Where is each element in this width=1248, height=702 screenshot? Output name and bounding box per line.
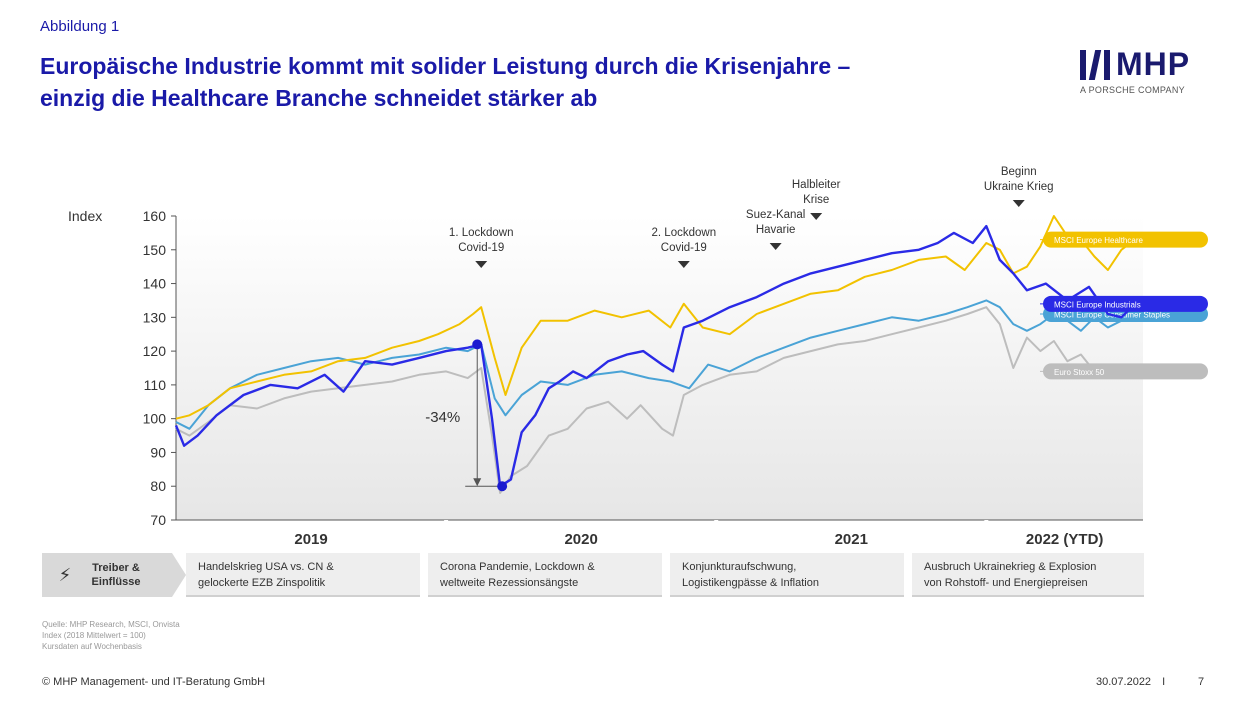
plot-background xyxy=(176,216,1143,520)
driver-line: Ausbruch Ukrainekrieg & Explosion xyxy=(924,561,1097,573)
y-tick-label: 130 xyxy=(143,309,167,325)
drawdown-end-point xyxy=(497,481,508,492)
drawdown-start-point xyxy=(472,339,483,350)
y-tick-label: 70 xyxy=(150,512,166,528)
page-number: 7 xyxy=(1198,676,1205,688)
drawdown-label: -34% xyxy=(425,409,460,426)
page-title: Europäische Industrie kommt mit solider … xyxy=(40,50,940,114)
title-line-2: einzig die Healthcare Branche schneidet … xyxy=(40,85,598,111)
driver-line: gelockerte EZB Zinspolitik xyxy=(198,577,326,589)
driver-line: Handelskrieg USA vs. CN & xyxy=(198,561,334,573)
y-tick-label: 150 xyxy=(143,242,167,258)
event-marker-icon xyxy=(475,261,488,268)
index-line-chart: 70 80 90 100 110 120 130 140 150 160 Index 2019 2020… xyxy=(68,166,1208,550)
y-tick-label: 160 xyxy=(143,208,167,224)
logo-subtitle: A PORSCHE COMPANY xyxy=(1080,85,1185,95)
source-line: Kursdaten auf Wochenbasis xyxy=(42,642,142,651)
legend-pill xyxy=(1043,231,1208,248)
y-tick-label: 120 xyxy=(143,343,167,359)
title-line-1: Europäische Industrie kommt mit solider … xyxy=(40,53,851,79)
event-label: Covid-19 xyxy=(661,242,707,254)
event-marker-icon xyxy=(810,213,823,220)
driver-line: Logistikengpässe & Inflation xyxy=(682,577,819,589)
event-marker-icon xyxy=(677,261,690,268)
event-label: Suez-Kanal xyxy=(746,209,805,221)
lightning-icon: ⚡ xyxy=(58,564,72,585)
event-label: Halbleiter xyxy=(792,179,841,191)
footer-separator: I xyxy=(1162,676,1166,688)
event-label: Ukraine Krieg xyxy=(984,181,1054,193)
logo-name: MHP xyxy=(1116,46,1191,82)
event-label: Krise xyxy=(803,194,829,206)
drivers-row: ⚡ Treiber & Einflüsse Handelskrieg USA v… xyxy=(42,553,1144,601)
mhp-logo-icon xyxy=(1080,49,1110,80)
y-tick-label: 110 xyxy=(144,377,167,393)
driver-2020: Corona Pandemie, Lockdown & weltweite Re… xyxy=(428,553,662,597)
series-line-msci-europe-consumer-staples xyxy=(175,299,1136,430)
event-label: 2. Lockdown xyxy=(652,227,717,239)
legend-pill xyxy=(1043,363,1208,380)
event-label: Beginn xyxy=(1001,166,1037,178)
driver-line: Corona Pandemie, Lockdown & xyxy=(440,561,595,573)
y-axis-label: Index xyxy=(68,208,102,224)
legend-label: MSCI Europe Healthcare xyxy=(1054,236,1143,245)
x-period-label: 2021 xyxy=(835,531,868,548)
event-marker-icon xyxy=(1012,200,1025,207)
event-label: Havarie xyxy=(756,224,796,236)
y-tick-label: 90 xyxy=(150,444,166,460)
event-marker-icon xyxy=(769,243,782,250)
source-line: Index (2018 Mittelwert = 100) xyxy=(42,631,146,640)
y-tick-label: 100 xyxy=(143,411,167,427)
drawdown-arrow-head xyxy=(473,478,482,487)
driver-2022: Ausbruch Ukrainekrieg & Explosion von Ro… xyxy=(912,553,1144,597)
legend-pill xyxy=(1043,295,1208,312)
legend-label: Euro Stoxx 50 xyxy=(1054,368,1105,377)
footer-date: 30.07.2022 I xyxy=(1096,676,1165,688)
event-label: 1. Lockdown xyxy=(449,227,514,239)
x-period-label: 2022 (YTD) xyxy=(1026,531,1104,548)
driver-line: weltweite Rezessionsängste xyxy=(440,577,579,589)
drivers-label-line-2: Einflüsse xyxy=(91,576,141,588)
x-period-label: 2019 xyxy=(294,531,327,548)
date-text: 30.07.2022 xyxy=(1096,676,1152,688)
driver-line: von Rohstoff- und Energiepreisen xyxy=(924,577,1088,589)
y-tick-label: 80 xyxy=(150,478,166,494)
series-line-msci-europe-healthcare xyxy=(175,215,1136,420)
source-line: Quelle: MHP Research, MSCI, Onvista xyxy=(42,620,180,629)
drivers-header: ⚡ Treiber & Einflüsse xyxy=(42,553,186,597)
x-period-label: 2020 xyxy=(564,531,597,548)
legend-label: MSCI Europe Industrials xyxy=(1054,300,1141,309)
y-tick-label: 140 xyxy=(143,276,167,292)
driver-2021: Konjunkturaufschwung, Logistikengpässe &… xyxy=(670,553,904,597)
driver-2019: Handelskrieg USA vs. CN & gelockerte EZB… xyxy=(186,553,420,597)
copyright: © MHP Management- und IT-Beratung GmbH xyxy=(42,676,266,688)
event-label: Covid-19 xyxy=(458,242,504,254)
drivers-label-line-1: Treiber & xyxy=(92,562,140,574)
figure-label: Abbildung 1 xyxy=(40,18,120,35)
series-line-msci-europe-industrials xyxy=(174,224,1136,488)
mhp-logo: MHP A PORSCHE COMPANY xyxy=(1080,46,1210,95)
source-note: Quelle: MHP Research, MSCI, Onvista Inde… xyxy=(42,619,180,652)
series-line-euro-stoxx-50 xyxy=(175,306,1136,494)
driver-line: Konjunkturaufschwung, xyxy=(682,561,797,573)
